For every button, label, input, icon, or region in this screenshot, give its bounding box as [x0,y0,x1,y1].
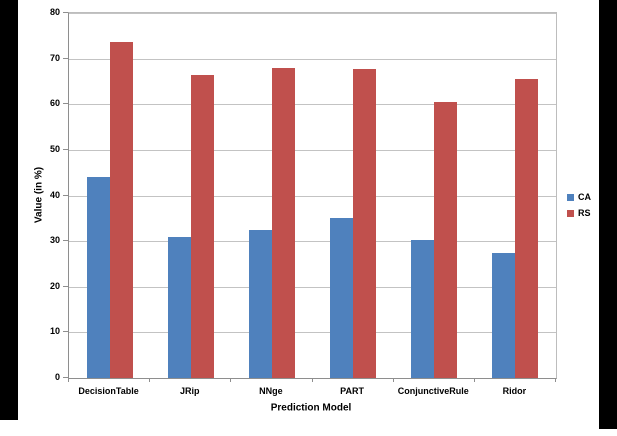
bar-CA-PART [330,218,354,378]
y-tick-mark [63,194,68,196]
y-tick-label: 50 [49,143,60,154]
category-label-NNge: NNge [259,386,283,396]
x-tick-mark [392,378,394,382]
legend: CA RS [567,193,591,225]
gridline [69,332,556,334]
gridline [69,104,556,106]
gridline [69,13,556,14]
y-tick-label: 10 [49,326,60,337]
y-tick-mark [63,331,68,333]
y-tick-label: 0 [54,372,60,382]
y-tick-mark [63,377,68,378]
y-tick-mark [63,148,68,150]
letterbox-right [599,0,617,429]
bar-RS-NNge [271,67,295,378]
legend-label: RS [578,208,591,218]
y-axis-title: Value (in %) [33,166,45,224]
bar-CA-Ridor [492,252,516,378]
x-axis-title: Prediction Model [270,402,352,414]
x-tick-mark [311,378,313,382]
letterbox-left [0,0,18,420]
bar-CA-NNge [248,229,272,378]
category-label-PART: PART [340,386,364,396]
bar-CA-JRip [167,236,191,378]
y-tick-mark [63,12,68,13]
y-tick-label: 30 [49,235,60,246]
bar-RS-PART [353,69,377,378]
x-tick-mark [473,378,475,382]
bar-RS-DecisionTable [109,41,133,378]
bar-RS-Ridor [515,79,539,378]
category-label-Ridor: Ridor [502,386,527,396]
y-tick-label: 20 [49,280,60,291]
category-label-JRip: JRip [179,386,200,396]
gridline [69,58,556,60]
legend-entry-CA: CA [567,193,591,202]
bar-CA-ConjunctiveRule [411,240,435,378]
x-tick-mark [149,378,151,382]
x-tick-mark [555,378,556,382]
legend-entry-RS: RS [567,209,591,218]
y-tick-label: 80 [49,7,60,17]
legend-swatch-icon [567,194,574,201]
y-tick-label: 70 [49,52,60,63]
legend-label: CA [578,192,591,202]
bar-CA-DecisionTable [86,177,110,378]
gridline [69,241,556,243]
plot-area [68,12,557,379]
gridline [69,149,556,151]
category-label-ConjunctiveRule: ConjunctiveRule [397,386,469,396]
category-label-DecisionTable: DecisionTable [78,386,139,396]
y-tick-label: 40 [49,189,60,200]
gridline [69,195,556,197]
y-tick-mark [63,103,68,105]
legend-swatch-icon [567,210,574,217]
y-tick-mark [63,57,68,59]
y-tick-mark [63,285,68,287]
x-tick-mark [68,378,69,382]
x-tick-mark [230,378,232,382]
bar-RS-JRip [190,74,214,378]
y-tick-mark [63,240,68,242]
y-tick-label: 60 [49,98,60,109]
gridline [69,286,556,288]
bar-RS-ConjunctiveRule [434,101,458,378]
